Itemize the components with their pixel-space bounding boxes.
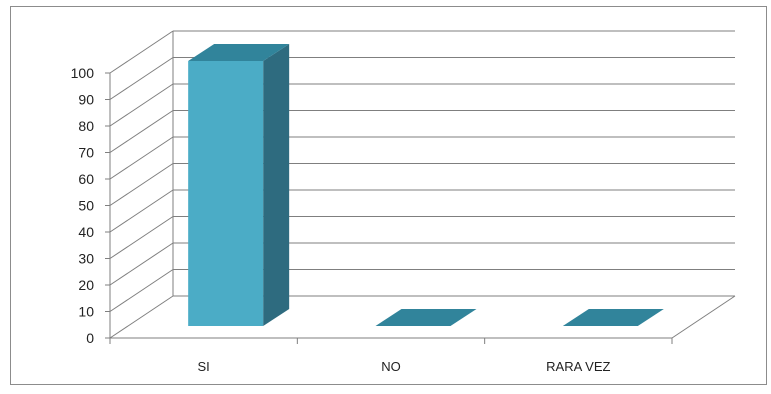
gridline-side-0 [109,295,174,339]
bar-top-2 [562,309,664,326]
gridline-side-90 [109,57,174,100]
gridline-side-100 [109,30,174,74]
gridline-100 [109,30,735,74]
bar-top-1 [375,309,477,326]
y-tick-label-90: 90 [78,92,94,108]
gridline-side-20 [109,242,174,286]
bars [188,44,664,326]
gridline-side-50 [109,163,174,206]
x-category-label-1: NO [381,359,401,374]
bar-top-0 [188,44,290,61]
gridline-side-40 [109,189,174,233]
x-axis-category-labels: SI NO RARA VEZ [198,359,611,374]
axes [105,31,736,344]
gridline-side-80 [109,83,174,127]
y-tick-label-50: 50 [78,198,94,214]
y-tick-label-0: 0 [86,330,94,346]
y-tick-label-80: 80 [78,118,94,134]
y-tick-label-70: 70 [78,145,94,161]
y-tick-label-30: 30 [78,251,94,267]
floor-right-edge [671,295,736,339]
x-category-label-2: RARA VEZ [546,359,610,374]
y-tick-label-10: 10 [78,304,94,320]
bar-front-0 [188,61,264,326]
bar-rara-vez [562,309,664,326]
x-category-label-0: SI [198,359,210,374]
y-tick-label-60: 60 [78,171,94,187]
bar-si [188,44,290,326]
bar-side-0 [263,44,290,326]
gridline-side-70 [109,110,174,153]
y-tick-label-20: 20 [78,277,94,293]
gridline-side-60 [109,136,174,180]
y-tick-label-40: 40 [78,224,94,240]
y-axis-tick-labels: 0 10 20 30 40 50 60 70 80 90 100 [71,65,95,346]
gridline-side-10 [109,269,174,312]
y-tick-label-100: 100 [71,65,95,81]
gridline-side-30 [109,216,174,259]
bar-no [375,309,477,326]
